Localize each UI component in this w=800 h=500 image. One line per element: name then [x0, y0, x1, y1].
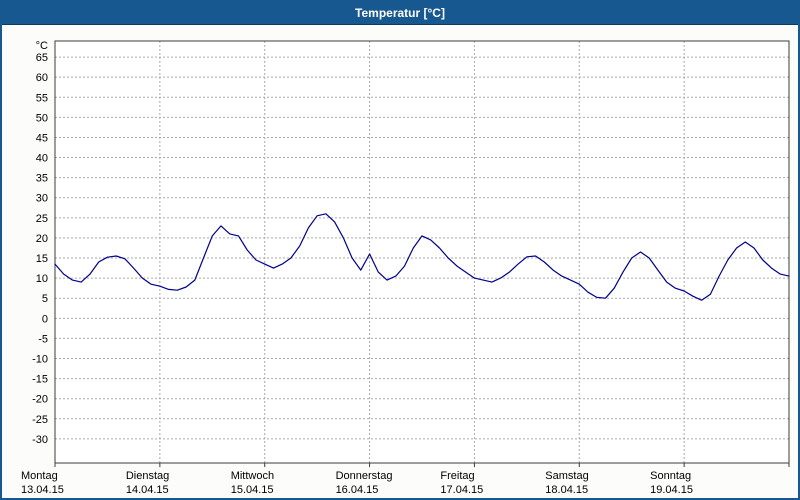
- y-axis-tick-label: 60: [36, 72, 48, 84]
- y-axis-tick-label: 15: [36, 253, 48, 265]
- y-axis-tick-label: 65: [36, 52, 48, 64]
- y-axis-tick-label: 20: [36, 233, 48, 245]
- x-axis-day-name: Montag: [21, 470, 58, 482]
- x-axis-day-date: 15.04.15: [231, 484, 274, 496]
- y-axis-tick-label: 30: [36, 193, 48, 205]
- y-axis-tick-label: 35: [36, 173, 48, 185]
- x-axis-day-date: 16.04.15: [336, 484, 379, 496]
- x-axis-day-date: 18.04.15: [545, 484, 588, 496]
- temperature-series-line: [54, 213, 790, 301]
- y-axis-tick-label: -25: [32, 414, 48, 426]
- plot-background: [55, 41, 789, 463]
- y-axis-tick-label: 0: [42, 313, 48, 325]
- x-axis-day-name: Freitag: [440, 470, 474, 482]
- y-axis-tick-label: -5: [38, 333, 48, 345]
- y-axis-tick-label: -10: [32, 354, 48, 366]
- y-axis-tick-label: 5: [42, 293, 48, 305]
- x-axis-day-date: 17.04.15: [440, 484, 483, 496]
- x-axis-day-name: Dienstag: [126, 470, 169, 482]
- x-axis-day-date: 14.04.15: [126, 484, 169, 496]
- x-axis-day-name: Mittwoch: [231, 470, 274, 482]
- temperature-line-chart: 65605550454035302520151050-5-10-15-20-25…: [21, 40, 790, 496]
- chart-container: 65 60 55 50 45 40 35 30 25 20 15 10 5 0 -5 -10 -15 -20 -25…: [2, 25, 798, 498]
- y-axis-tick-label: 55: [36, 92, 48, 104]
- y-axis-tick-label: -20: [32, 394, 48, 406]
- y-axis-tick-label: 10: [36, 273, 48, 285]
- y-axis-tick-label: -30: [32, 434, 48, 446]
- x-axis-day-date: 13.04.15: [21, 484, 64, 496]
- window-title: Temperatur [°C]: [355, 6, 445, 20]
- y-axis-tick-label: 40: [36, 153, 48, 165]
- y-axis-unit-label: °C: [36, 40, 48, 52]
- x-axis-day-date: 19.04.15: [650, 484, 693, 496]
- y-axis-tick-label: 50: [36, 112, 48, 124]
- y-axis-tick-label: -15: [32, 374, 48, 386]
- y-axis-tick-label: 45: [36, 132, 48, 144]
- plot-frame: [54, 40, 790, 464]
- x-axis-day-name: Donnerstag: [336, 470, 393, 482]
- x-axis-day-name: Samstag: [545, 470, 588, 482]
- y-axis-tick-label: 25: [36, 213, 48, 225]
- x-axis-day-name: Sonntag: [650, 470, 691, 482]
- window-titlebar: Temperatur [°C]: [2, 2, 798, 25]
